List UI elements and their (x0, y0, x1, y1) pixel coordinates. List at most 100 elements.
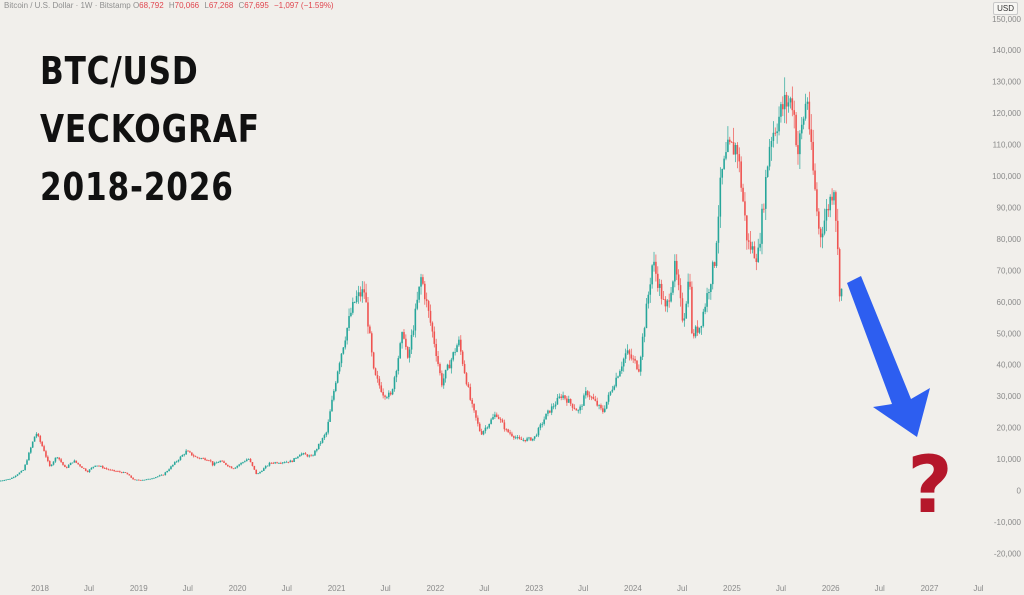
candle-body (26, 460, 28, 465)
candle (253, 465, 256, 471)
candle (132, 477, 134, 480)
currency-selector[interactable]: USD (993, 2, 1018, 15)
candle (187, 449, 189, 452)
candle-body (281, 462, 284, 464)
candle-body (833, 192, 835, 201)
candle (369, 324, 371, 334)
candle (694, 325, 697, 339)
candle-body (672, 281, 674, 293)
candle (50, 464, 53, 467)
candle-body (304, 453, 307, 455)
candle-body (634, 358, 636, 361)
candle (391, 388, 394, 396)
y-tick-label: 50,000 (997, 329, 1022, 338)
candle-body (81, 466, 83, 468)
candle (291, 460, 294, 463)
candle-body (414, 308, 417, 331)
candle-body (776, 131, 778, 134)
candle-body (651, 265, 653, 285)
candle-body (435, 343, 437, 357)
candle-body (73, 460, 76, 463)
candle (816, 182, 818, 217)
candle (482, 430, 485, 436)
candle (304, 452, 307, 455)
candle-body (552, 406, 555, 408)
candle-body (691, 286, 693, 334)
candle (460, 335, 462, 355)
candle (499, 417, 502, 423)
price-axis[interactable]: 150,000 140,000 130,000 120,000 110,000 100,0… (992, 15, 1021, 559)
candle-body (189, 451, 191, 453)
candle-body (685, 303, 688, 319)
candle (715, 240, 718, 268)
candle (90, 467, 93, 470)
symbol-header[interactable]: Bitcoin / U.S. Dollar · 1W · Bitstamp O6… (4, 1, 334, 10)
candle (783, 77, 786, 124)
x-tick-label: Jul (282, 584, 292, 593)
candle (725, 141, 727, 161)
candle (14, 475, 17, 478)
candle-body (147, 478, 150, 480)
candle-body (755, 258, 758, 262)
candle (835, 190, 837, 233)
candle-body (509, 432, 511, 434)
candle-body (158, 475, 161, 477)
candle (211, 461, 214, 467)
candle-body (626, 350, 629, 354)
time-axis[interactable]: 2018 Jul 2019 Jul 2020 Jul 2021 Jul 2022 Jul 2023 J… (31, 584, 984, 593)
candle (355, 290, 358, 304)
change-value: −1,097 (−1.59%) (274, 1, 334, 10)
candle (666, 299, 669, 313)
candle-body (583, 395, 585, 406)
candle-body (43, 446, 45, 452)
candle-body (227, 464, 229, 467)
candle-body (37, 433, 40, 437)
candle-body (64, 464, 66, 468)
candle (276, 461, 278, 464)
low-value: 67,268 (208, 1, 234, 10)
candle (609, 391, 612, 396)
candle-body (751, 246, 754, 250)
candle (261, 470, 263, 473)
candle (306, 454, 309, 458)
candle (20, 470, 23, 473)
candle (840, 288, 843, 301)
candle-body (405, 338, 407, 348)
candle (664, 296, 667, 312)
candle-body (497, 416, 500, 419)
candle-body (452, 352, 455, 360)
candle (230, 466, 233, 469)
candle-body (160, 474, 163, 476)
candle (425, 292, 428, 308)
candle-body (681, 298, 684, 321)
candle-body (442, 378, 445, 386)
candle (316, 448, 318, 453)
candle (242, 461, 244, 464)
candle-body (0, 480, 2, 482)
candle (711, 260, 714, 290)
candle (100, 465, 102, 467)
candle (179, 455, 182, 461)
candle-body (124, 472, 127, 473)
candle-body (238, 464, 240, 466)
candle-body (194, 456, 197, 458)
candle-body (579, 406, 581, 411)
candle (380, 381, 383, 393)
candle-body (460, 339, 462, 352)
candle-body (482, 430, 485, 435)
candle-body (664, 299, 667, 307)
candle (471, 397, 473, 408)
candle-body (511, 433, 513, 437)
candle-body (153, 477, 155, 479)
candle (505, 428, 508, 432)
candle (111, 469, 114, 471)
candle-body (816, 189, 818, 212)
candle-body (100, 466, 102, 467)
candle-body (689, 281, 691, 287)
candle (173, 461, 176, 466)
candle-body (622, 358, 625, 367)
x-tick-label: Jul (183, 584, 193, 593)
candle-body (109, 469, 112, 471)
candle-body (280, 463, 282, 464)
candle (802, 116, 805, 130)
